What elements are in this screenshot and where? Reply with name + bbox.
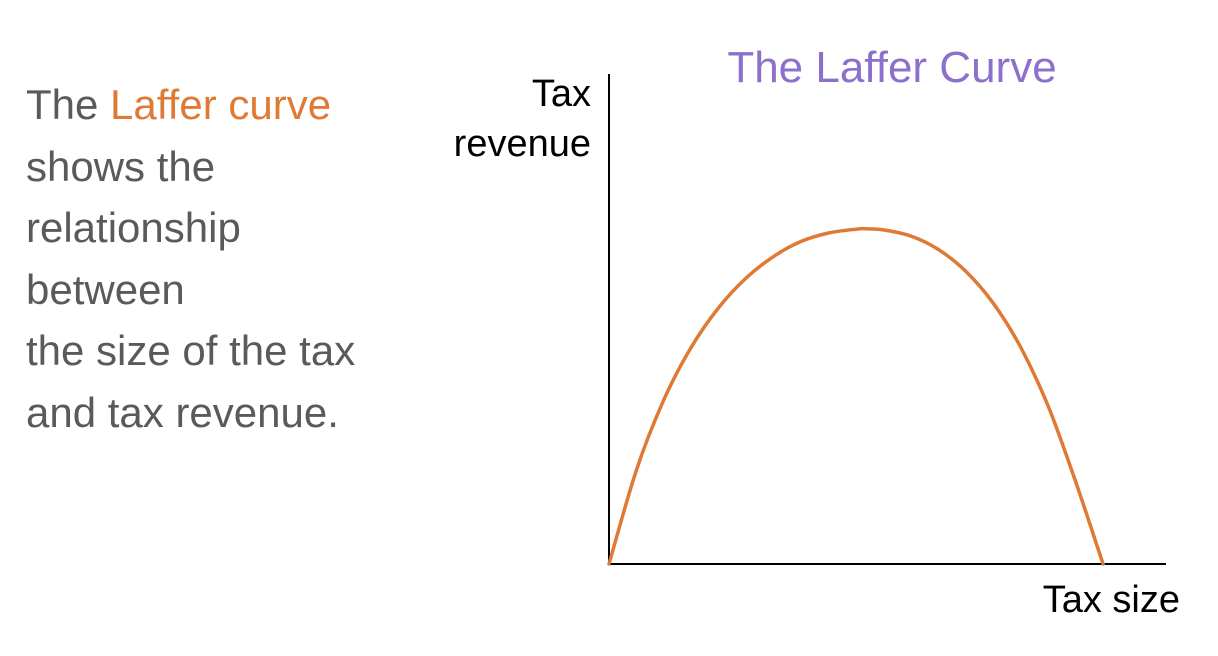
description-line-2: shows the <box>26 142 216 190</box>
y-axis-label-line-2: revenue <box>454 123 591 165</box>
description-prefix: The <box>26 81 111 128</box>
description-line-6: and tax revenue. <box>26 388 339 436</box>
description-line-1: The Laffer curve <box>26 74 426 136</box>
description-line-5: the size of the tax <box>26 327 356 374</box>
x-axis-label: Tax size <box>1043 579 1180 621</box>
y-axis-label-line-1: Tax <box>532 73 591 115</box>
description-text: The Laffer curve shows the relationship … <box>26 74 426 443</box>
description-line-3: relationship <box>26 204 241 251</box>
laffer-curve-line-0 <box>607 226 1105 566</box>
chart-title: The Laffer Curve <box>727 43 1056 92</box>
series-layer <box>607 226 1105 566</box>
laffer-curve-highlight: Laffer curve <box>110 81 332 128</box>
description-line-4: between <box>26 265 185 313</box>
